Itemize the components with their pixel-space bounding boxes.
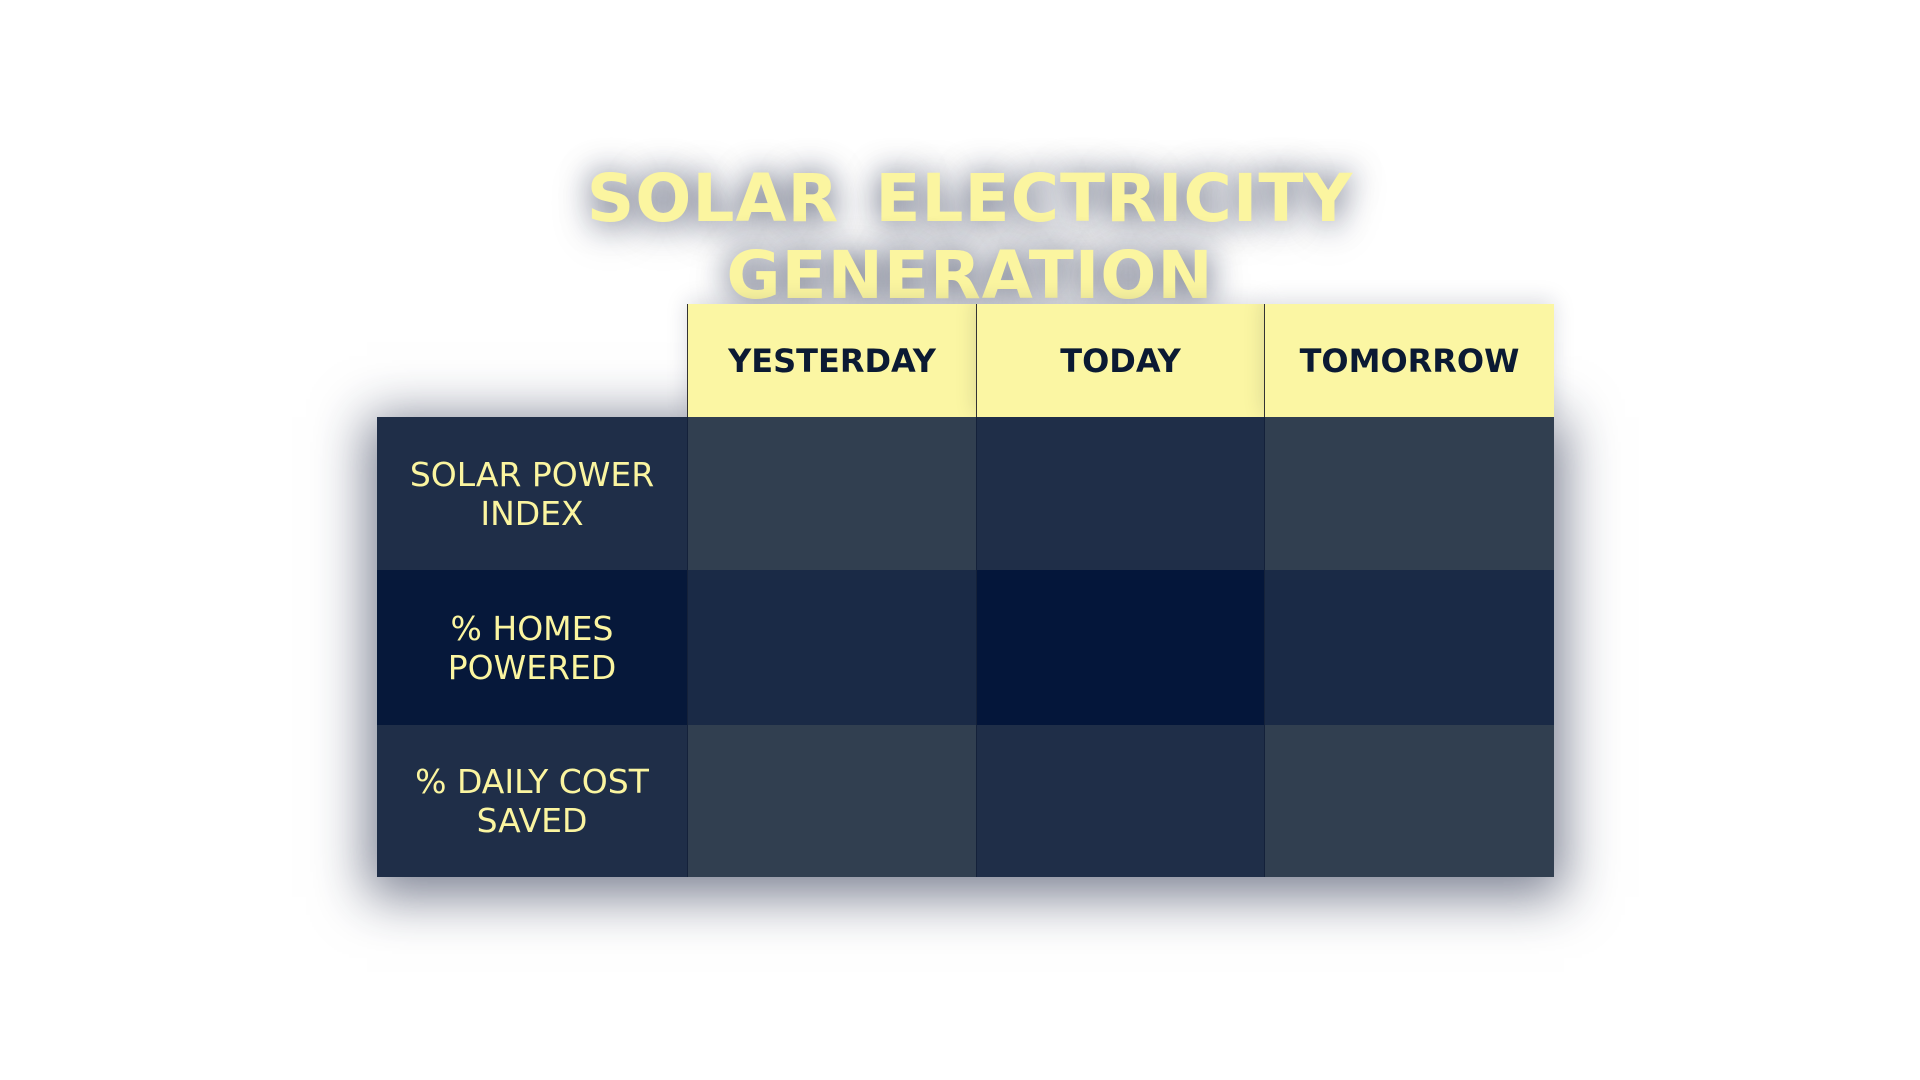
table: YESTERDAY TODAY TOMORROW SOLAR POWER IND… bbox=[377, 304, 1554, 877]
cell bbox=[1264, 725, 1554, 877]
corner bbox=[377, 304, 687, 417]
row-label: % HOMES POWERED bbox=[377, 570, 687, 725]
cell bbox=[976, 417, 1264, 570]
row-label: SOLAR POWER INDEX bbox=[377, 417, 687, 570]
cell bbox=[1264, 570, 1554, 725]
cell bbox=[1264, 417, 1554, 570]
cell bbox=[687, 725, 976, 877]
column-header: YESTERDAY bbox=[687, 304, 976, 417]
cell bbox=[976, 570, 1264, 725]
title: SOLAR ELECTRICITY GENERATION bbox=[586, 160, 1354, 314]
cell bbox=[687, 417, 976, 570]
column-header: TOMORROW bbox=[1264, 304, 1554, 417]
cell bbox=[687, 570, 976, 725]
row-label: % DAILY COST SAVED bbox=[377, 725, 687, 877]
column-header: TODAY bbox=[976, 304, 1264, 417]
cell bbox=[976, 725, 1264, 877]
